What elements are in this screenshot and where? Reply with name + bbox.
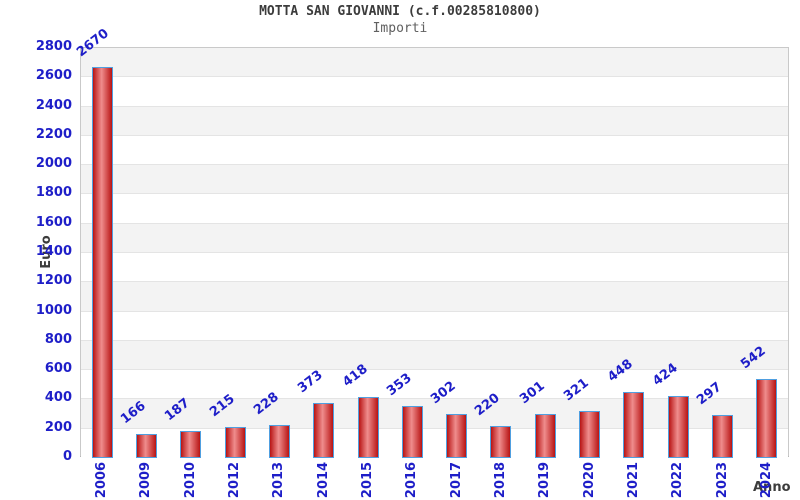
grid-band <box>81 223 788 253</box>
plot-area <box>80 47 789 459</box>
x-tick-label: 2013 <box>271 461 287 499</box>
grid-band <box>81 77 788 107</box>
bar-2014 <box>313 403 335 459</box>
x-tick-label: 2006 <box>94 461 110 499</box>
x-tick-label: 2010 <box>182 461 198 499</box>
grid-band <box>81 340 788 371</box>
y-tick-label: 600 <box>44 361 72 377</box>
y-tick-label: 1200 <box>35 273 72 289</box>
bar-2019 <box>534 413 556 458</box>
y-tick-label: 2600 <box>35 68 72 84</box>
x-tick-label: 2021 <box>625 461 641 499</box>
x-tick-label: 2022 <box>670 461 686 499</box>
chart-subtitle: Importi <box>372 21 428 36</box>
y-tick-label: 0 <box>62 449 72 464</box>
grid-band <box>81 135 788 166</box>
x-tick-label: 2012 <box>227 461 243 499</box>
bar-2016 <box>401 406 423 459</box>
grid-band <box>81 165 788 195</box>
chart-title: MOTTA SAN GIOVANNI (c.f.00285810800) <box>259 4 541 19</box>
x-tick-label: 2017 <box>448 461 464 499</box>
bar-2015 <box>357 396 379 458</box>
bar-2009 <box>135 433 157 458</box>
grid-band <box>81 106 788 136</box>
grid-band <box>81 253 788 283</box>
bar-2018 <box>490 425 512 458</box>
grid-band <box>81 370 788 400</box>
bar-2012 <box>224 426 246 458</box>
x-tick-label: 2016 <box>404 461 420 499</box>
y-tick-label: 400 <box>44 390 72 406</box>
bar-2013 <box>268 424 290 458</box>
y-tick-label: 2200 <box>35 126 72 142</box>
bar-2021 <box>623 392 645 459</box>
y-tick-label: 1000 <box>35 302 72 318</box>
bar-2006 <box>91 67 113 459</box>
x-tick-label: 2015 <box>360 461 376 499</box>
x-tick-label: 2014 <box>315 461 331 499</box>
y-tick-label: 2000 <box>35 156 72 172</box>
y-tick-label: 1600 <box>35 214 72 230</box>
grid-band <box>81 48 788 78</box>
x-tick-label: 2009 <box>138 461 154 499</box>
x-axis-title: Anno <box>753 480 791 495</box>
y-tick-label: 800 <box>44 331 72 347</box>
y-tick-label: 1400 <box>35 244 72 259</box>
bar-2023 <box>712 414 734 458</box>
y-tick-label: 2800 <box>35 39 72 54</box>
bar-2020 <box>579 410 601 458</box>
grid-band <box>81 194 788 224</box>
x-tick-label: 2024 <box>758 461 774 499</box>
y-tick-label: 2400 <box>35 97 72 113</box>
grid-band <box>81 311 788 341</box>
x-tick-label: 2018 <box>492 461 508 499</box>
y-tick-label: 200 <box>44 419 72 435</box>
x-tick-label: 2019 <box>537 461 553 499</box>
y-tick-label: 1800 <box>35 185 72 201</box>
bar-2010 <box>180 430 202 458</box>
grid-band <box>81 282 788 312</box>
bar-2022 <box>667 395 689 458</box>
bar-2017 <box>446 413 468 458</box>
x-tick-label: 2023 <box>714 461 730 499</box>
bar-2024 <box>756 378 778 458</box>
x-tick-label: 2020 <box>581 461 597 499</box>
